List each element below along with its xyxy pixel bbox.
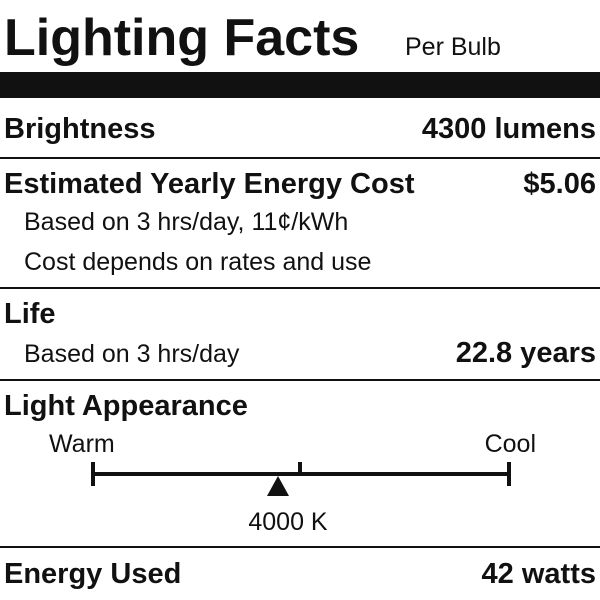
brightness-value: 4300 lumens: [422, 113, 596, 145]
cost-value: $5.06: [523, 168, 596, 200]
appearance-value: 4000 K: [248, 508, 328, 536]
cost-note: Cost depends on rates and use: [24, 248, 371, 276]
appearance-label: Light Appearance: [4, 390, 248, 422]
cost-label: Estimated Yearly Energy Cost: [4, 168, 415, 200]
brightness-label: Brightness: [4, 113, 155, 145]
title: Lighting Facts: [4, 9, 359, 67]
energy-value: 42 watts: [482, 558, 596, 590]
heavy-bar: [0, 72, 600, 98]
cool-label: Cool: [485, 430, 536, 458]
cost-note: Based on 3 hrs/day, 11¢/kWh: [24, 208, 348, 236]
warm-label: Warm: [49, 430, 115, 458]
life-value: 22.8 years: [456, 337, 596, 369]
scale: [91, 462, 511, 486]
life-note: Based on 3 hrs/day: [24, 340, 240, 368]
subtitle: Per Bulb: [405, 33, 501, 61]
life-label: Life: [4, 298, 56, 330]
energy-label: Energy Used: [4, 558, 181, 590]
marker: [267, 476, 289, 496]
